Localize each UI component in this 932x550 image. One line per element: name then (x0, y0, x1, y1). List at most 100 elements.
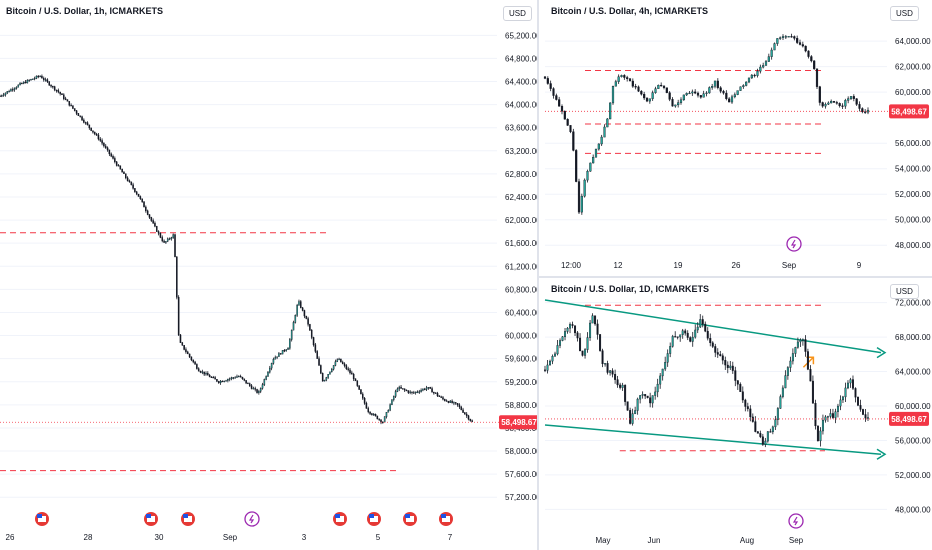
candle-body-127 (862, 409, 864, 415)
candle-body-98 (177, 297, 180, 336)
y-tick-label-9: 61,600.00 (505, 239, 537, 248)
candle-body-49 (666, 353, 669, 363)
candle-body-102 (799, 339, 802, 343)
candle-body-63 (701, 319, 704, 325)
candle-body-60 (694, 329, 697, 338)
candle-body-45 (656, 383, 659, 393)
chart-1d-canvas[interactable]: 72,000.00 68,000.00 64,000.00 60,000.00 56,0… (539, 278, 932, 550)
candle-body-23 (601, 350, 604, 365)
candle-body-146 (265, 376, 267, 380)
candle-body-96 (784, 375, 787, 389)
candle-body-19 (33, 77, 36, 80)
candle-body-129 (234, 377, 236, 379)
currency-button-4h[interactable]: USD (890, 6, 919, 21)
candle-body-88 (159, 233, 162, 238)
candle-body-168 (305, 315, 308, 319)
x-tick-label-3: Sep (789, 536, 804, 545)
candle-body-1 (546, 78, 549, 84)
candle-body-136 (247, 382, 249, 385)
candle-body-139 (252, 388, 255, 390)
candle-body-74 (134, 188, 136, 193)
candle-body-19 (597, 143, 600, 150)
candle-body-47 (677, 102, 680, 106)
candle-body-8 (13, 88, 16, 90)
candle-body-13 (22, 81, 25, 84)
candle-body-73 (750, 74, 753, 79)
y-tick-label-10: 61,200.00 (505, 262, 537, 271)
candle-body-2 (549, 83, 552, 89)
candle-body-206 (374, 414, 377, 417)
pane-divider-vertical[interactable] (537, 0, 539, 550)
us-flag-icon-stripe (336, 516, 344, 522)
candle-body-239 (434, 392, 437, 394)
chart-4h-canvas[interactable]: 64,000.00 62,000.00 60,000.00 56,000.00 54,0… (539, 0, 932, 276)
lightning-icon (788, 513, 804, 529)
candle-body-48 (86, 122, 89, 126)
us-flag-icon-stripe (147, 516, 155, 522)
candle-body-6 (10, 89, 12, 92)
candle-body-118 (839, 399, 842, 407)
candle-body-77 (762, 65, 765, 68)
candle-body-63 (722, 90, 725, 94)
candle-body-158 (287, 348, 289, 350)
x-tick-label-1: Jun (648, 536, 661, 545)
candle-body-71 (721, 355, 724, 361)
candle-body-113 (826, 416, 829, 418)
chart-pane-1d[interactable]: 72,000.00 68,000.00 64,000.00 60,000.00 56,0… (539, 278, 932, 550)
candle-body-15 (586, 170, 589, 181)
candle-body-81 (773, 43, 776, 51)
candle-body-103 (801, 339, 804, 341)
candle-body-205 (372, 414, 375, 416)
candle-body-65 (117, 165, 120, 167)
candle-body-178 (323, 379, 326, 382)
candle-body-100 (794, 347, 797, 354)
y-tick-label-5: 56,000.00 (895, 436, 931, 445)
pane-divider-horizontal[interactable] (539, 276, 932, 278)
candle-body-214 (389, 404, 391, 411)
candle-body-103 (835, 102, 838, 104)
candle-body-53 (95, 133, 98, 136)
candle-body-36 (645, 97, 649, 102)
y-tick-label-15: 59,200.00 (505, 378, 537, 387)
candle-body-10 (569, 324, 572, 329)
candle-body-14 (583, 179, 586, 197)
candle-body-39 (70, 105, 72, 107)
candle-body-56 (684, 330, 687, 334)
candle-body-6 (559, 340, 562, 346)
candle-body-116 (210, 376, 213, 378)
currency-button-1d[interactable]: USD (890, 284, 919, 299)
candle-body-89 (161, 237, 164, 242)
y-tick-label-5: 63,200.00 (505, 147, 537, 156)
candle-body-15 (26, 80, 29, 84)
candle-body-58 (708, 87, 711, 94)
chart-pane-1h[interactable]: 65,200.00 64,800.00 64,400.00 64,000.00 63,6… (0, 0, 537, 550)
candle-body-114 (829, 413, 832, 417)
candle-body-9 (15, 86, 18, 89)
candle-body-16 (584, 349, 587, 356)
candle-body-200 (363, 397, 366, 404)
y-tick-label-1: 62,000.00 (895, 63, 931, 72)
last-price-tag (889, 411, 929, 426)
chart-1d-title: Bitcoin / U.S. Dollar, 1D, ICMARKETS (551, 284, 710, 294)
candle-body-170 (309, 324, 311, 331)
candle-body-78 (739, 384, 742, 392)
candle-body-44 (668, 92, 671, 100)
candle-body-21 (596, 323, 599, 335)
candle-body-51 (671, 336, 674, 347)
chart-pane-4h[interactable]: 64,000.00 62,000.00 60,000.00 56,000.00 54,0… (539, 0, 932, 276)
candle-body-135 (245, 380, 247, 384)
candle-body-98 (789, 360, 792, 368)
candle-body-49 (682, 94, 685, 101)
currency-button-1h[interactable]: USD (503, 6, 532, 21)
lightning-icon-bolt (792, 516, 799, 526)
candle-body-144 (261, 384, 264, 389)
candle-body-60 (713, 80, 717, 87)
candle-body-117 (212, 377, 215, 379)
candle-body-110 (855, 98, 858, 105)
candle-body-31 (621, 384, 624, 388)
chart-1h-canvas[interactable]: 65,200.00 64,800.00 64,400.00 64,000.00 63,6… (0, 0, 537, 550)
candle-body-238 (433, 392, 435, 394)
candle-body-55 (99, 138, 102, 141)
candle-body-16 (28, 79, 30, 82)
candle-body-96 (174, 234, 176, 258)
